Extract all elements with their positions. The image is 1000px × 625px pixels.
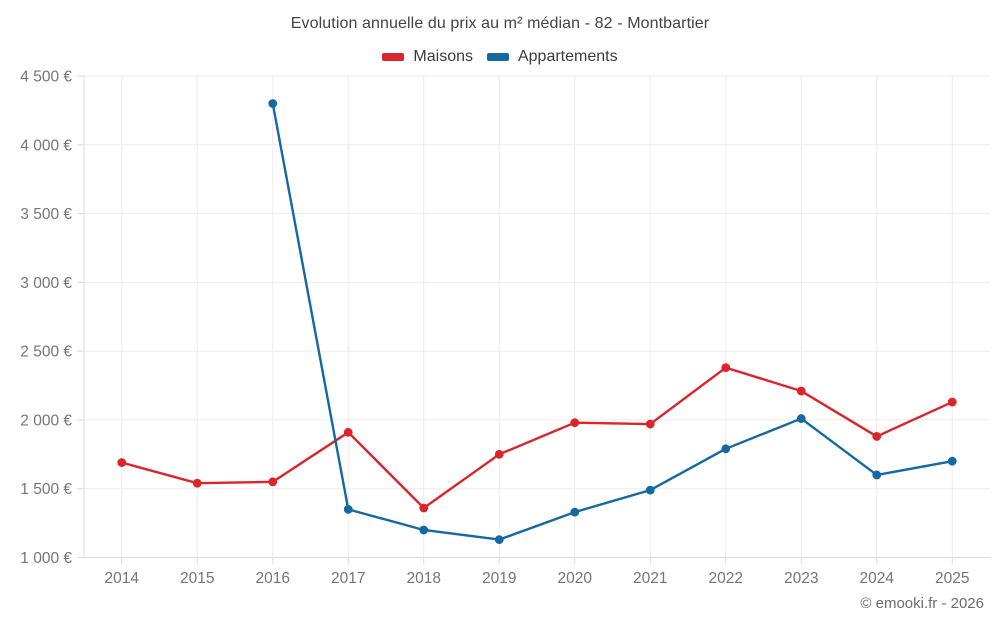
appartements-point[interactable] bbox=[872, 470, 882, 480]
x-axis-tick-label: 2023 bbox=[784, 570, 818, 587]
appartements-point[interactable] bbox=[721, 444, 731, 454]
maisons-point[interactable] bbox=[192, 478, 202, 488]
x-axis-tick-label: 2019 bbox=[482, 570, 516, 587]
chart-title: Evolution annuelle du prix au m² médian … bbox=[290, 15, 710, 32]
x-axis-tick-label: 2022 bbox=[709, 570, 743, 587]
maisons-point[interactable] bbox=[117, 458, 127, 467]
y-axis-tick-label: 4 500 € bbox=[20, 69, 72, 86]
x-axis-tick-label: 2015 bbox=[180, 570, 214, 587]
maisons-point[interactable] bbox=[419, 503, 429, 513]
maisons-line bbox=[120, 366, 954, 510]
x-axis-tick-label: 2020 bbox=[558, 570, 593, 587]
maisons-point[interactable] bbox=[872, 432, 882, 441]
maisons-point[interactable] bbox=[947, 397, 957, 407]
appartements-line bbox=[271, 102, 954, 541]
appartements-point[interactable] bbox=[268, 99, 278, 108]
maisons-point[interactable] bbox=[796, 386, 806, 396]
x-axis-tick-label: 2014 bbox=[105, 570, 140, 587]
appartements-point[interactable] bbox=[494, 535, 504, 545]
y-axis-tick-label: 3 500 € bbox=[20, 206, 72, 223]
maisons-point[interactable] bbox=[570, 418, 580, 428]
maisons-point[interactable] bbox=[721, 363, 731, 373]
x-axis-tick-label: 2018 bbox=[407, 570, 441, 587]
y-axis-tick-label: 2 500 € bbox=[20, 344, 72, 361]
x-axis-tick-label: 2016 bbox=[256, 570, 290, 587]
y-axis-tick-label: 2 000 € bbox=[20, 412, 72, 429]
appartements-point[interactable] bbox=[796, 414, 806, 423]
maisons-point[interactable] bbox=[268, 477, 278, 487]
y-axis-tick-label: 3 000 € bbox=[20, 275, 72, 292]
appartements-point[interactable] bbox=[645, 485, 655, 495]
legend-item-appartements[interactable]: Appartements bbox=[486, 48, 618, 66]
appartements-legend-marker-icon bbox=[486, 53, 509, 61]
appartements-point[interactable] bbox=[419, 525, 429, 535]
x-axis-tick-label: 2017 bbox=[331, 570, 365, 587]
legend-item-maisons[interactable]: Maisons bbox=[382, 48, 473, 66]
appartements-point[interactable] bbox=[947, 456, 957, 466]
appartements-point[interactable] bbox=[570, 507, 580, 517]
y-axis-tick-label: 1 000 € bbox=[20, 550, 72, 567]
x-axis-tick-label: 2025 bbox=[935, 570, 969, 587]
maisons-point[interactable] bbox=[494, 449, 504, 459]
maisons-point[interactable] bbox=[343, 427, 353, 437]
chart-legend: Maisons Appartements bbox=[0, 46, 1000, 68]
appartements-point[interactable] bbox=[343, 504, 353, 514]
y-axis-tick-label: 1 500 € bbox=[20, 481, 72, 498]
maisons-legend-marker-icon bbox=[382, 53, 405, 61]
copyright-text: © emooki.fr - 2026 bbox=[860, 595, 984, 612]
maisons-point[interactable] bbox=[645, 419, 655, 429]
x-axis-tick-label: 2021 bbox=[633, 570, 667, 587]
legend-label-maisons: Maisons bbox=[413, 48, 473, 65]
x-axis-tick-label: 2024 bbox=[860, 570, 895, 587]
legend-label-appartements: Appartements bbox=[517, 48, 618, 65]
y-axis-tick-label: 4 000 € bbox=[20, 137, 72, 154]
